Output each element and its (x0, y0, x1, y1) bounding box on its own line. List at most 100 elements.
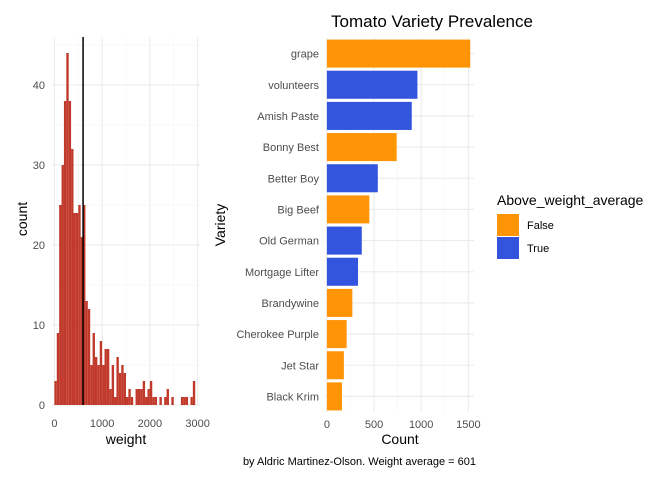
variety-tick-labels: grape volunteers Amish Paste Bonny Best Bett… (236, 49, 319, 404)
histogram-bar (116, 357, 119, 405)
histogram-bar (154, 397, 158, 405)
histogram-bar (106, 349, 110, 405)
variety-label: Black Krim (266, 391, 319, 403)
histogram-bar (147, 389, 150, 405)
legend-swatch (497, 237, 519, 259)
variety-label: Brandywine (262, 298, 319, 310)
histogram-bar (78, 205, 81, 405)
histogram-bar (171, 397, 174, 405)
variety-label: Mortgage Lifter (245, 267, 319, 279)
bar-x-axis-title: Count (381, 431, 418, 447)
variety-label: Jet Star (281, 360, 319, 372)
histogram-bar (130, 397, 134, 405)
histogram-bar (104, 349, 107, 405)
histogram-y-tick-label: 40 (33, 80, 45, 92)
histogram-bar (68, 101, 72, 405)
histogram-bar (149, 381, 153, 405)
histogram-bar (92, 333, 95, 405)
variety-bar (326, 164, 378, 193)
variety-bar (326, 288, 353, 317)
variety-bar-panel: Tomato Variety Prevalence grape volunteer… (212, 12, 533, 447)
variety-bar (326, 320, 347, 349)
histogram-y-axis-title: count (14, 202, 30, 236)
variety-label: Cherokee Purple (236, 329, 319, 341)
histogram-bar (137, 389, 141, 405)
variety-label: volunteers (268, 80, 319, 92)
histogram-bar (71, 149, 74, 405)
histogram-bar (90, 365, 93, 405)
histogram-bar (66, 53, 69, 405)
count-tick-label: 500 (365, 419, 383, 431)
histogram-bar (118, 373, 122, 405)
histogram-bar (145, 397, 148, 405)
count-tick-labels: 0 500 1000 1500 (324, 419, 481, 431)
histogram-x-tick-label: 3000 (185, 418, 209, 430)
histogram-bar (102, 365, 105, 405)
histogram-y-tick-label: 0 (39, 400, 45, 412)
histogram-bar (192, 381, 196, 405)
histogram-x-tick-label: 1000 (90, 418, 114, 430)
variety-label: Old German (259, 236, 319, 248)
histogram-bar (87, 309, 91, 405)
caption: by Aldric Martinez-Olson. Weight average… (243, 456, 476, 468)
histogram-y-tick-label: 20 (33, 240, 45, 252)
histogram-bar (159, 397, 162, 405)
histogram-bar (183, 397, 186, 405)
count-tick-label: 1000 (409, 419, 433, 431)
legend: Above_weight_average False True (497, 192, 644, 259)
histogram-bar (152, 397, 155, 405)
histogram-y-tick-label: 30 (33, 160, 45, 172)
legend-label: True (527, 243, 549, 255)
legend-title: Above_weight_average (497, 192, 644, 208)
histogram-x-tick-label: 2000 (138, 418, 162, 430)
bar-y-axis-title: Variety (212, 204, 228, 247)
variety-label: grape (291, 49, 319, 61)
histogram-bar (75, 213, 79, 405)
histogram-bar (109, 389, 112, 405)
variety-bar (326, 195, 370, 224)
variety-bars (326, 39, 471, 411)
histogram-bar (166, 389, 169, 405)
histogram-panel: 0 1000 2000 3000 0 10 20 30 40 weight count (14, 37, 210, 447)
histogram-bar (126, 397, 129, 405)
histogram-bar (164, 397, 167, 405)
variety-bar (326, 70, 418, 99)
variety-bar (326, 382, 342, 411)
variety-bar (326, 351, 344, 380)
variety-bar (326, 39, 471, 68)
histogram-bar (73, 213, 76, 405)
histogram-bar (80, 237, 84, 405)
histogram-x-tick-label: 0 (51, 418, 57, 430)
histogram-bar (99, 341, 103, 405)
histogram-x-axis-title: weight (105, 431, 147, 447)
count-tick-label: 1500 (456, 419, 480, 431)
histogram-bar (114, 397, 117, 405)
histogram-bar (123, 373, 126, 405)
histogram-bars (54, 53, 196, 405)
histogram-bar (121, 365, 124, 405)
histogram-bar (63, 101, 67, 405)
variety-bar (326, 226, 362, 255)
histogram-bar (180, 397, 184, 405)
variety-bar (326, 101, 412, 130)
variety-label: Amish Paste (257, 111, 319, 123)
legend-entries: False True (497, 214, 554, 259)
histogram-bar (128, 389, 131, 405)
histogram-bar (54, 381, 57, 405)
histogram-bar (83, 205, 86, 405)
histogram-bar (111, 365, 115, 405)
histogram-bar (185, 397, 189, 405)
histogram-bar (97, 365, 100, 405)
chart-title: Tomato Variety Prevalence (331, 12, 533, 31)
variety-bar (326, 133, 397, 162)
histogram-bar (61, 165, 64, 405)
count-tick-label: 0 (324, 419, 330, 431)
histogram-bar (59, 205, 62, 405)
histogram-bar (85, 301, 88, 405)
histogram-bar (142, 381, 146, 405)
histogram-bar (190, 397, 193, 405)
histogram-bar (140, 389, 143, 405)
histogram-tick-labels: 0 1000 2000 3000 0 10 20 30 40 (33, 80, 210, 430)
variety-label: Big Beef (277, 204, 320, 216)
